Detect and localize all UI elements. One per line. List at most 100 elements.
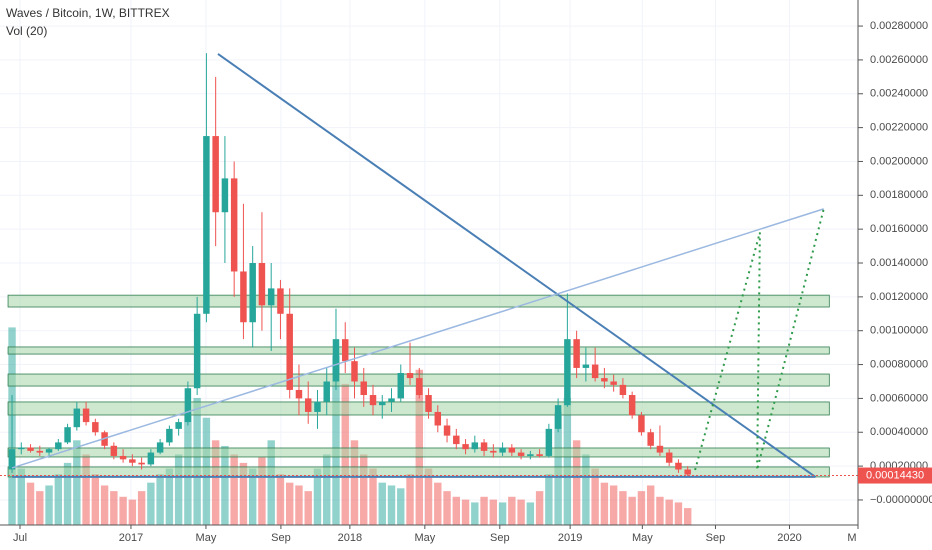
volume-bar <box>452 496 461 525</box>
candle-body <box>406 373 414 379</box>
candle-body <box>379 401 386 406</box>
volume-bar <box>545 474 553 525</box>
candle-body <box>221 178 229 213</box>
last-price-box <box>858 467 932 484</box>
volume-bar <box>572 440 581 525</box>
candle-body <box>453 435 460 445</box>
zone <box>7 447 830 458</box>
candle-body <box>638 415 645 433</box>
volume-bar <box>286 482 294 525</box>
volume-bar <box>128 499 137 525</box>
volume-bar <box>156 474 164 525</box>
volume-bar <box>591 468 599 525</box>
volume-bar <box>350 440 359 525</box>
volume-bar <box>489 499 498 525</box>
y-tick-label: 0.00100000 <box>870 325 928 337</box>
volume-bar <box>434 482 442 525</box>
trendline <box>694 208 825 471</box>
candle-body <box>119 455 127 460</box>
volume-bar <box>147 482 155 525</box>
candle-body <box>267 288 275 306</box>
volume-bar <box>221 445 229 525</box>
candle-body <box>499 447 506 453</box>
volume-bar <box>600 482 609 525</box>
candle-body <box>175 422 182 429</box>
candle-body <box>471 442 479 450</box>
candle-body <box>601 378 608 382</box>
volume-bar <box>471 502 479 525</box>
volume-bar <box>387 485 396 525</box>
x-tick-label: Sep <box>271 532 291 544</box>
volume-bar <box>628 496 636 525</box>
x-tick-label: 2017 <box>119 532 143 544</box>
candle-body <box>527 454 534 456</box>
candle-body <box>341 339 349 362</box>
candle-body <box>64 427 71 443</box>
y-tick-label: 0.00180000 <box>870 189 928 201</box>
candle-body <box>240 271 247 323</box>
x-tick-label: 2020 <box>777 532 801 544</box>
x-tick-label: Jul <box>13 532 27 544</box>
y-tick-label: 0.00060000 <box>870 392 928 404</box>
x-tick-label: May <box>196 532 217 544</box>
candle-body <box>388 398 395 402</box>
candle-body <box>203 136 210 314</box>
candle-body <box>18 447 25 450</box>
candle-body <box>212 136 219 213</box>
candle-body <box>286 313 293 390</box>
volume-bar <box>267 440 275 525</box>
candle-body <box>591 364 599 379</box>
candle-body <box>369 395 377 406</box>
y-tick-label: 0.00040000 <box>870 426 928 438</box>
candle-body <box>554 405 562 429</box>
volume-bar <box>582 454 590 525</box>
volume-bar <box>165 468 174 525</box>
candle-body <box>573 339 580 368</box>
candle-body <box>82 408 90 423</box>
candle-body <box>110 445 118 456</box>
y-tick-label: 0.00260000 <box>870 54 928 66</box>
candle-body <box>508 447 516 453</box>
candle-body <box>304 398 312 412</box>
volume-bar <box>137 491 146 525</box>
candle-body <box>323 381 330 402</box>
volume-bar <box>73 440 81 525</box>
zone <box>7 294 830 308</box>
volume-bar <box>91 474 100 525</box>
volume-bar <box>637 491 646 525</box>
volume-bar <box>369 468 377 525</box>
candle-body <box>656 445 664 453</box>
volume-bar <box>82 454 90 525</box>
zone <box>7 401 830 416</box>
x-tick-label: Sep <box>706 532 726 544</box>
candle-body <box>360 381 367 396</box>
candle-body <box>684 469 691 475</box>
last-price-label: 0.00014430 <box>866 469 924 481</box>
volume-bar <box>230 454 238 525</box>
volume-bar <box>619 491 627 525</box>
candle-body <box>425 395 432 412</box>
volume-bar <box>239 462 248 525</box>
volume-bar <box>526 502 535 525</box>
candle-body <box>564 339 571 406</box>
volume-label: Vol (20) <box>6 24 47 38</box>
candle-body <box>147 452 155 465</box>
volume-bar <box>119 496 127 525</box>
volume-bar <box>258 457 266 525</box>
volume-bar <box>443 491 451 525</box>
volume-bar <box>360 454 368 525</box>
y-tick-label: 0.00280000 <box>870 20 928 32</box>
candle-body <box>619 384 627 396</box>
candle-body <box>536 454 543 456</box>
volume-bar <box>656 496 664 525</box>
volume-bar <box>100 485 109 525</box>
candle-body <box>166 428 173 443</box>
candle-body <box>129 459 136 463</box>
volume-bar <box>609 485 618 525</box>
volume-bar <box>211 440 220 525</box>
candle-body <box>92 422 99 433</box>
volume-bar <box>304 491 312 525</box>
x-tick-label: May <box>632 532 653 544</box>
zone <box>7 466 830 478</box>
